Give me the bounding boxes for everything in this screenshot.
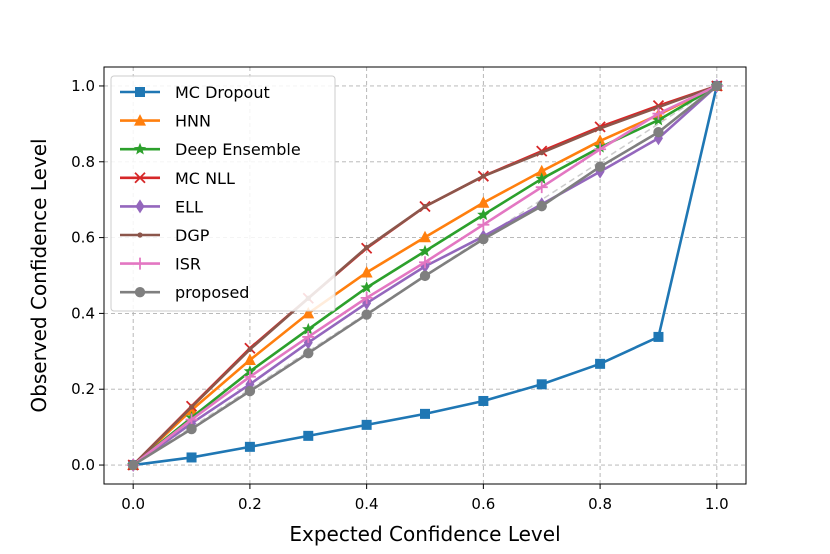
data-point-hnn [535, 164, 548, 177]
y-tick-label: 0.2 [71, 380, 95, 398]
legend-marker-mc-nll [134, 172, 146, 184]
data-point-mc-dropout [536, 379, 547, 390]
x-tick-label: 0.2 [238, 495, 262, 513]
data-point-proposed [244, 385, 256, 397]
data-point-proposed [711, 80, 723, 92]
data-point-hnn [477, 196, 490, 208]
data-point-hnn [243, 353, 256, 366]
legend-label-isr: ISR [175, 255, 201, 274]
data-point-mc-dropout [595, 358, 606, 369]
data-point-mc-dropout [361, 419, 372, 430]
data-point-dgp [364, 244, 370, 251]
data-point-proposed [594, 161, 606, 172]
data-point-dgp [188, 404, 195, 410]
data-point-deep-ensemble [360, 281, 373, 293]
data-point-mc-dropout [478, 395, 489, 406]
series-proposed [127, 80, 723, 471]
data-point-mc-dropout [303, 430, 314, 441]
data-point-proposed [653, 127, 664, 138]
data-point-dgp [655, 104, 662, 110]
data-point-deep-ensemble [302, 322, 315, 335]
data-point-hnn [360, 265, 373, 278]
y-tick-label: 0.4 [71, 304, 95, 322]
ideal-reference-line [132, 85, 718, 466]
x-tick-label: 0.6 [471, 495, 495, 513]
data-point-mc-dropout [420, 408, 430, 419]
legend-label-ell: ELL [175, 197, 203, 216]
legend-marker-proposed [134, 287, 146, 298]
data-point-dgp [597, 125, 603, 132]
data-point-proposed [361, 309, 372, 320]
data-point-dgp [422, 203, 428, 210]
legend-label-hnn: HNN [175, 112, 211, 131]
data-point-dgp [539, 150, 545, 156]
x-tick-label: 0.4 [355, 495, 379, 513]
reference-line [132, 85, 718, 466]
data-point-hnn [302, 306, 315, 319]
legend-marker-ell [135, 199, 145, 214]
data-point-proposed [127, 459, 139, 471]
x-tick-label: 1.0 [705, 495, 729, 513]
data-point-isr [477, 218, 490, 231]
data-point-mc-dropout [244, 441, 255, 452]
data-point-mc-dropout [186, 452, 197, 463]
legend-marker-deep-ensemble [133, 142, 147, 155]
legend-label-dgp: DGP [175, 226, 210, 245]
x-tick-label: 0.0 [121, 495, 145, 513]
x-tick-label: 0.8 [588, 495, 612, 513]
data-point-deep-ensemble [535, 172, 548, 185]
data-point-isr [652, 107, 665, 120]
series-group [127, 78, 723, 473]
legend-marker-mc-dropout [135, 87, 145, 97]
data-point-isr [185, 413, 198, 426]
legend: MC Dropout HNN Deep Ensemble MC NLL ELL DGP IS… [110, 75, 336, 312]
y-axis-label: Observed Confidence Level [27, 138, 51, 412]
data-point-isr [419, 256, 431, 269]
x-axis-label: Expected Confidence Level [289, 522, 560, 546]
y-tick-label: 0.0 [71, 456, 95, 474]
data-point-proposed [303, 348, 314, 359]
legend-label-mc-nll: MC NLL [175, 169, 235, 188]
data-point-isr [302, 330, 315, 343]
data-point-dgp [247, 346, 253, 353]
data-point-isr [360, 291, 373, 304]
legend-marker-dgp [137, 232, 143, 238]
data-point-proposed [478, 233, 489, 245]
y-tick-label: 1.0 [71, 77, 95, 95]
y-tick-label: 0.6 [71, 229, 95, 247]
data-point-proposed [186, 423, 197, 435]
plot-frame [103, 66, 747, 485]
legend-marker-hnn [134, 114, 146, 126]
legend-label-proposed: proposed [175, 283, 249, 302]
data-point-hnn [419, 230, 431, 243]
data-point-isr [535, 181, 548, 194]
data-point-dgp [480, 173, 486, 179]
legend-marker-isr [134, 257, 146, 270]
data-point-proposed [419, 270, 431, 282]
data-point-mc-dropout [653, 331, 664, 342]
legend-label-mc-dropout: MC Dropout [175, 83, 270, 102]
axis-ticks: 0.0 0.2 0.4 0.6 0.8 1.0 0.0 0.2 0.4 0.6 0.8 1.0 [71, 77, 729, 513]
data-point-isr [243, 370, 256, 383]
legend-label-deep-ensemble: Deep Ensemble [175, 140, 301, 159]
data-point-isr [594, 143, 607, 156]
data-point-proposed [536, 200, 547, 212]
data-point-hnn [594, 134, 607, 146]
y-tick-label: 0.8 [71, 153, 95, 171]
legend-box [110, 75, 336, 312]
data-point-deep-ensemble [418, 244, 432, 257]
data-point-deep-ensemble [477, 208, 490, 221]
